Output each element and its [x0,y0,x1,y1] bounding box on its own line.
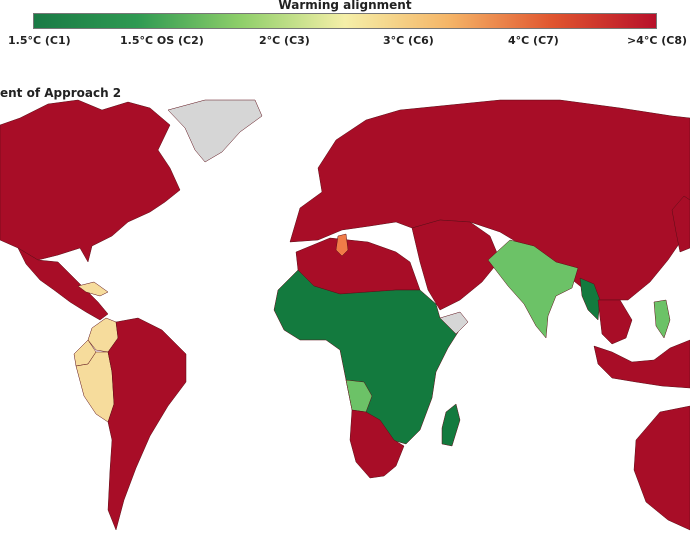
region-indonesia: Indonesia [593,339,690,389]
region-cuba: Cuba [77,281,109,297]
region-europe-russia: Europe and Russia [289,99,690,301]
region-india: India [487,239,579,339]
region-angola: Angola [345,379,373,413]
legend-tick-c3: 2°C (C3) [259,34,310,47]
legend-tick-c7: 4°C (C7) [508,34,559,47]
region-somalia: Somalia [439,311,469,335]
region-japan: Japan [671,195,690,253]
region-tunisia: Tunisia [335,233,349,257]
legend-tick-c8: >4°C (C8) [627,34,688,47]
region-greenland: Greenland [167,99,263,163]
legend-tick-c1: 1.5°C (C1) [8,34,71,47]
region-south-america: South America [107,317,187,531]
legend-tick-c2: 1.5°C OS (C2) [120,34,204,47]
region-sub-saharan-africa: Sub-Saharan Africa [273,269,463,445]
region-central-america: Central America [17,247,109,321]
region-southeast-asia: Southeast Asia [597,299,633,345]
region-australia: Australia [633,405,690,531]
region-philippines: Philippines [653,299,671,339]
panel-title: ent of Approach 2 [0,86,122,100]
region-myanmar: Myanmar [579,277,601,321]
region-north-africa: North Africa [295,237,421,295]
region-middle-east: Middle East [411,219,501,311]
legend-tick-c6: 3°C (C6) [383,34,434,47]
region-north-america: North America [0,99,181,263]
region-southern-africa: Southern Africa [349,409,405,479]
region-madagascar: Madagascar [441,403,461,447]
legend-color-bar [33,13,657,29]
legend-title: Warming alignment [278,0,412,12]
